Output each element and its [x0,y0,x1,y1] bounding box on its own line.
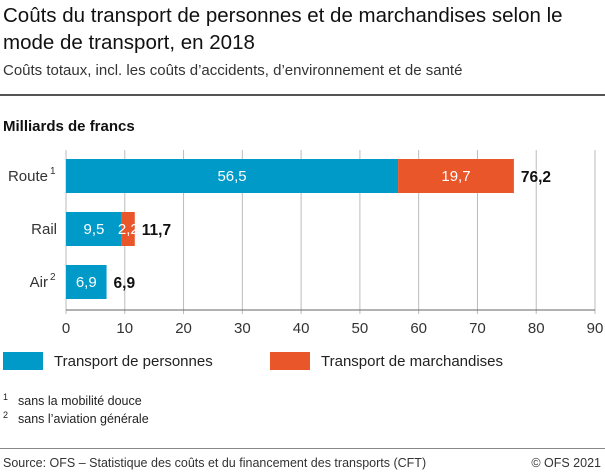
copyright: © OFS 2021 [531,456,601,470]
footnote-marker: 1 [50,166,56,177]
x-tick-label: 30 [234,320,251,337]
unit-label: Milliards de francs [3,118,135,135]
legend-item-persons: Transport de personnes [3,352,213,370]
bar-value-label: 6,9 [76,274,97,291]
footnote-1: 1 sans la mobilité douce [3,392,142,409]
bar-segment [398,159,514,193]
bar-chart: 0 10 20 30 40 50 60 70 80 90 Route 1 56,5 19,7 76,2 Rai… [8,150,604,337]
total-label: 6,9 [114,275,136,292]
x-tick-label: 40 [293,320,310,337]
bar-value-label: 19,7 [441,168,470,185]
bar-value-label: 9,5 [83,221,104,238]
bar-segment [66,212,122,246]
x-tick-label: 70 [469,320,486,337]
x-tick-label: 60 [410,320,427,337]
footnote-marker: 2 [50,272,56,283]
category-label: Route [8,168,48,185]
legend-item-goods: Transport de marchandises [270,352,503,370]
category-label: Rail [31,221,57,238]
x-tick-label: 50 [352,320,369,337]
legend-label: Transport de personnes [54,352,213,370]
x-tick-label: 0 [62,320,70,337]
x-tick-label: 20 [175,320,192,337]
top-divider [0,94,605,96]
chart-subtitle: Coûts totaux, incl. les coûts d’accident… [3,62,463,79]
bar-value-label: 56,5 [217,168,246,185]
bar-segment [121,212,135,246]
category-label: Air [30,274,48,291]
legend-swatch-goods [270,352,310,370]
chart-title: Coûts du transport de personnes et de ma… [3,4,563,54]
legend-label: Transport de marchandises [321,352,504,370]
bar-segment [66,265,107,299]
bottom-divider [0,448,605,449]
legend-swatch-persons [3,352,43,370]
footnote-2: 2 sans l’aviation générale [3,410,149,427]
x-tick-label: 80 [528,320,545,337]
source-note: Source: OFS – Statistique des coûts et d… [3,456,427,470]
bar-value-label: 2,2 [118,221,139,238]
bar-segment [66,159,399,193]
x-tick-label: 90 [587,320,604,337]
total-label: 76,2 [521,169,551,186]
x-tick-label: 10 [116,320,133,337]
total-label: 11,7 [142,222,171,239]
